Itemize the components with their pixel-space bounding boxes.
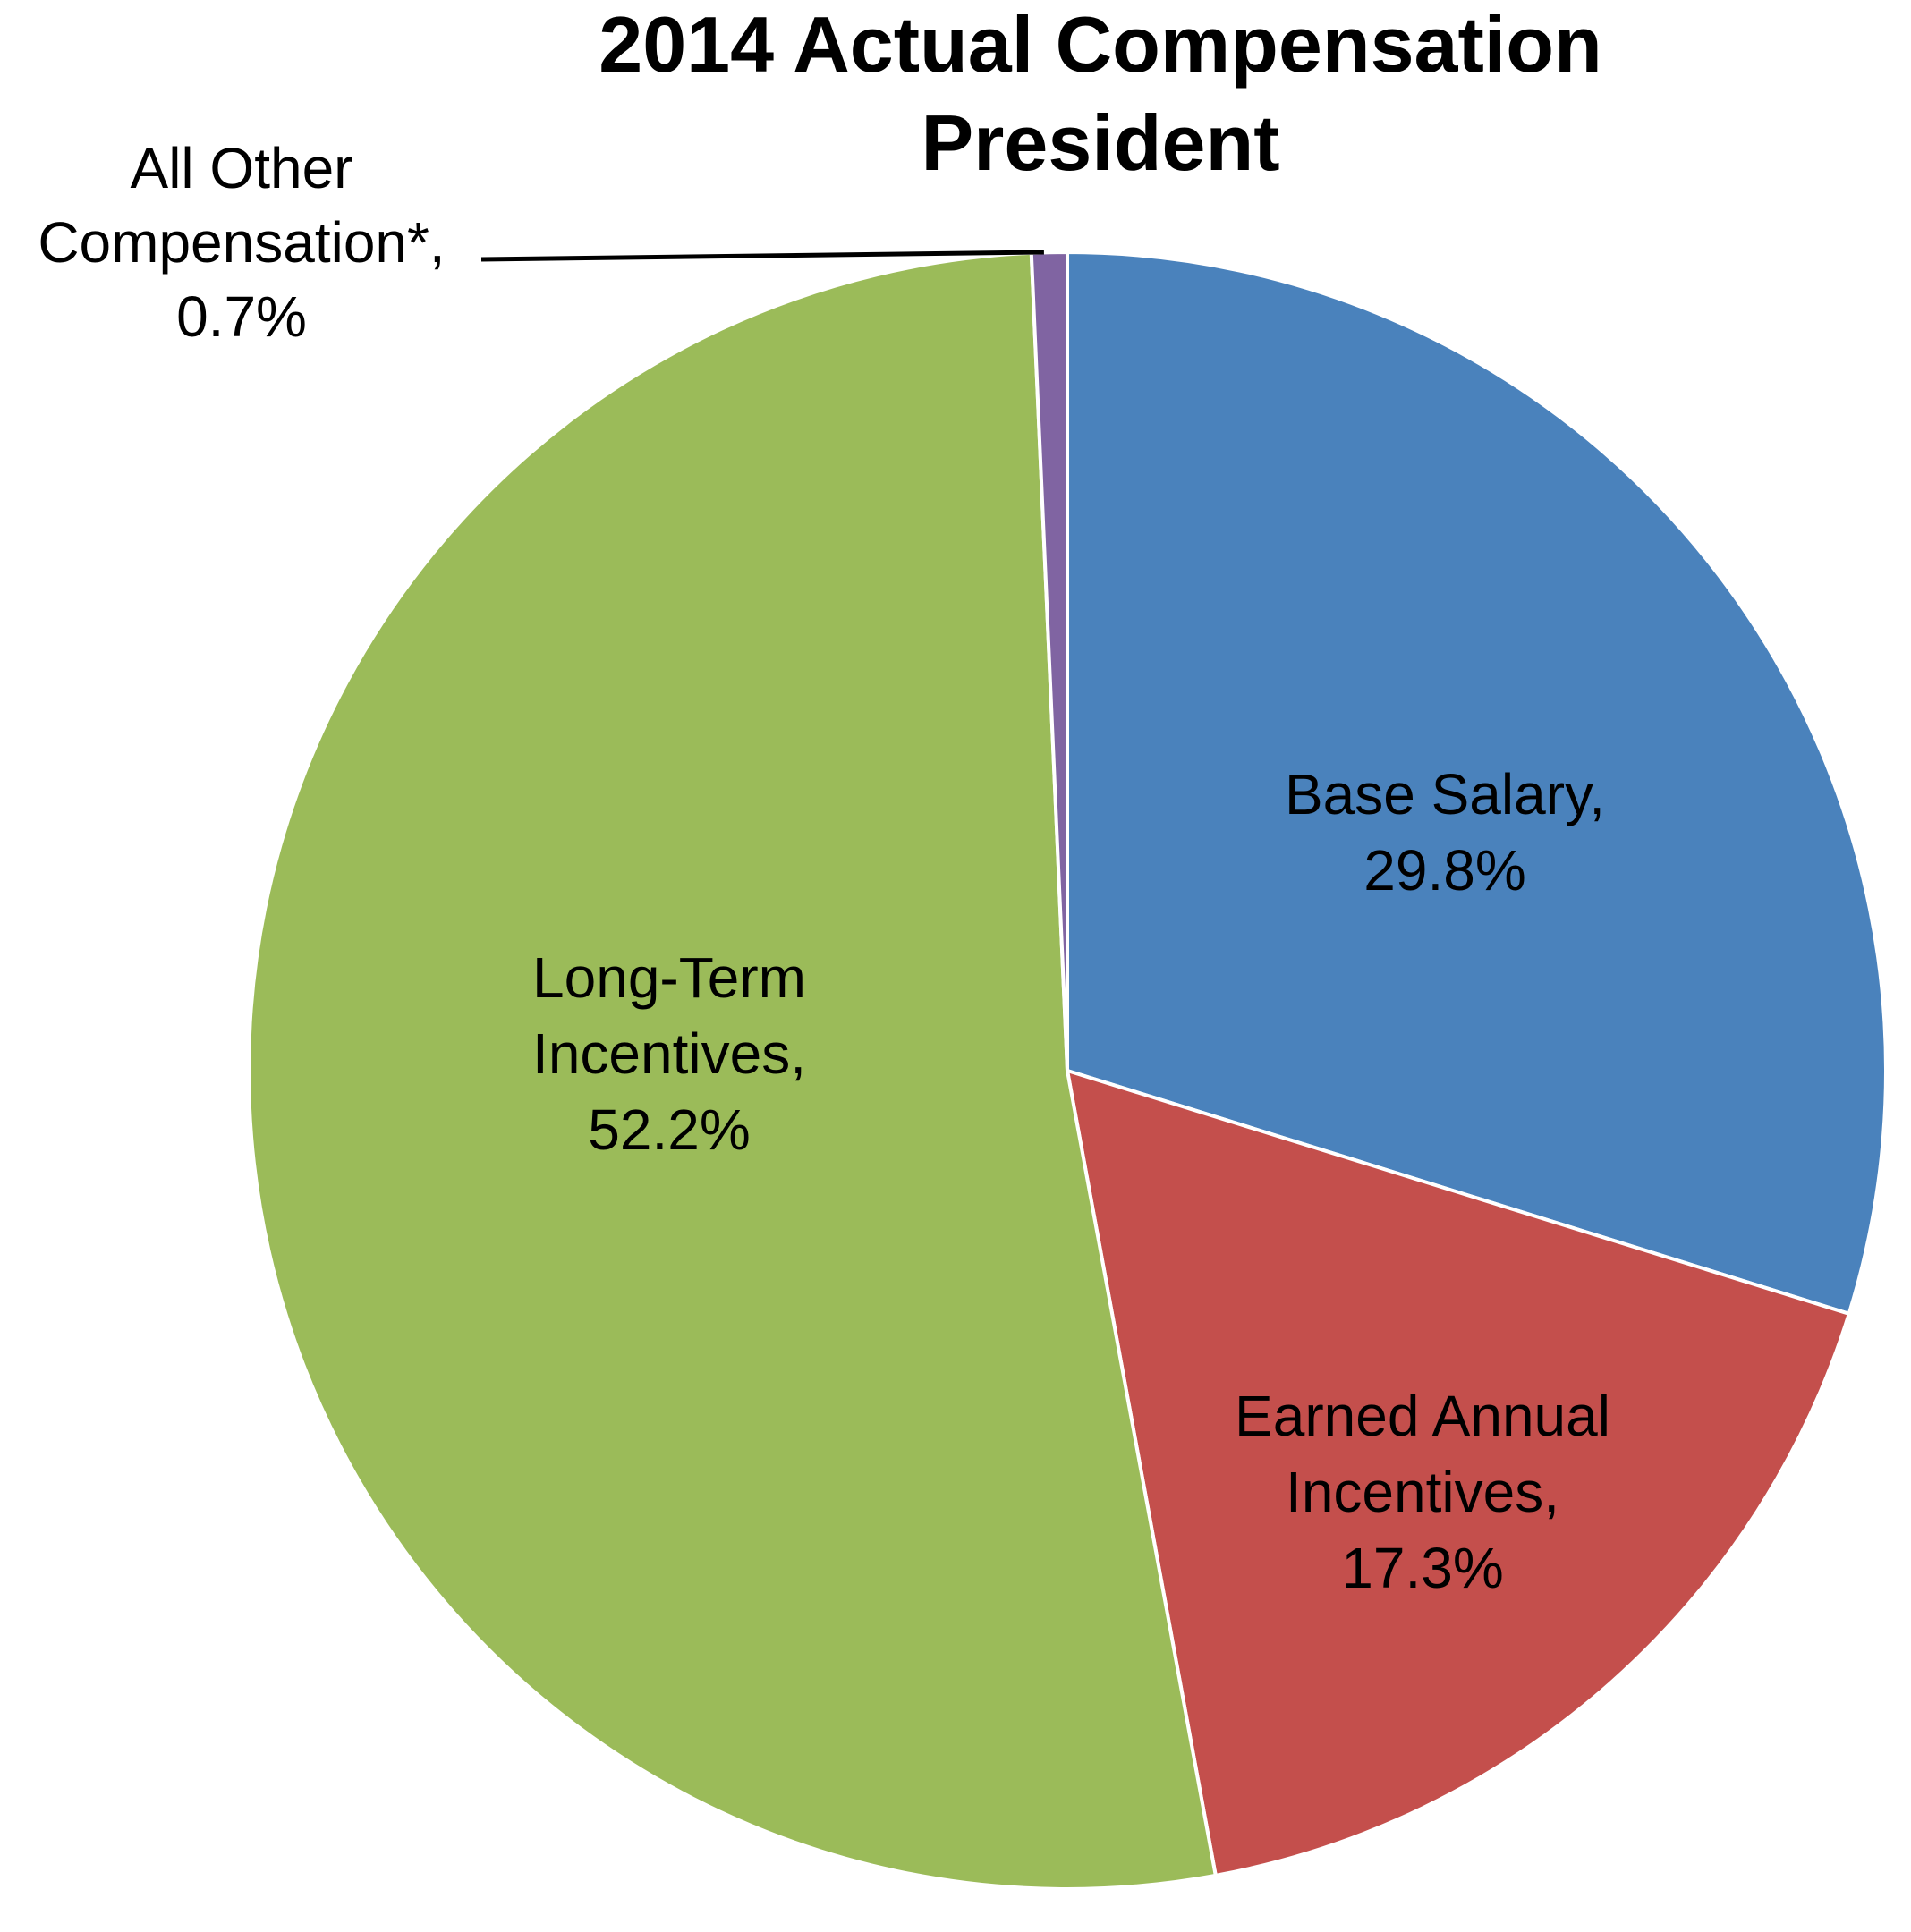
slice-labels: Base Salary, 29.8% Earned Annual Incentives…: [38, 136, 1610, 1600]
pie-slices: [247, 250, 1888, 1891]
leader-line-other: [480, 250, 1044, 262]
slice-label-3: All Other Compensation*, 0.7%: [38, 136, 445, 349]
leader-lines: [480, 250, 1044, 262]
slice-label-2: Long-Term Incentives, 52.2%: [532, 945, 806, 1162]
slice-label-0: Base Salary, 29.8%: [1285, 762, 1605, 902]
chart-title: 2014 Actual Compensation President: [599, 0, 1601, 187]
slice-label-1: Earned Annual Incentives, 17.3%: [1235, 1384, 1610, 1600]
pie-slice-2: [247, 250, 1219, 1891]
chart-title-line-1: 2014 Actual Compensation: [599, 0, 1601, 89]
pie-slice-0: [1066, 250, 1888, 1317]
pie-slice-1: [1065, 1068, 1852, 1878]
chart-title-line-2: President: [921, 98, 1279, 187]
